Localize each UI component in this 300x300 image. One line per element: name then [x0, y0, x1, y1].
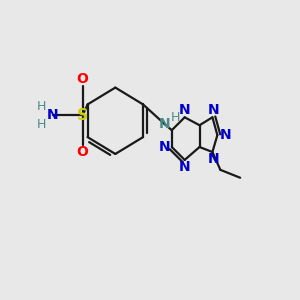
Text: N: N	[208, 152, 219, 166]
Text: O: O	[77, 145, 88, 159]
Text: N: N	[220, 128, 231, 142]
Text: H: H	[36, 100, 46, 113]
Text: N: N	[179, 103, 190, 117]
Text: H: H	[36, 118, 46, 131]
Text: S: S	[77, 108, 88, 123]
Text: O: O	[77, 72, 88, 86]
Text: N: N	[179, 160, 190, 174]
Text: N: N	[47, 108, 59, 122]
Text: N: N	[208, 103, 219, 117]
Text: H: H	[171, 111, 180, 124]
Text: N: N	[159, 117, 171, 131]
Text: N: N	[159, 140, 171, 154]
